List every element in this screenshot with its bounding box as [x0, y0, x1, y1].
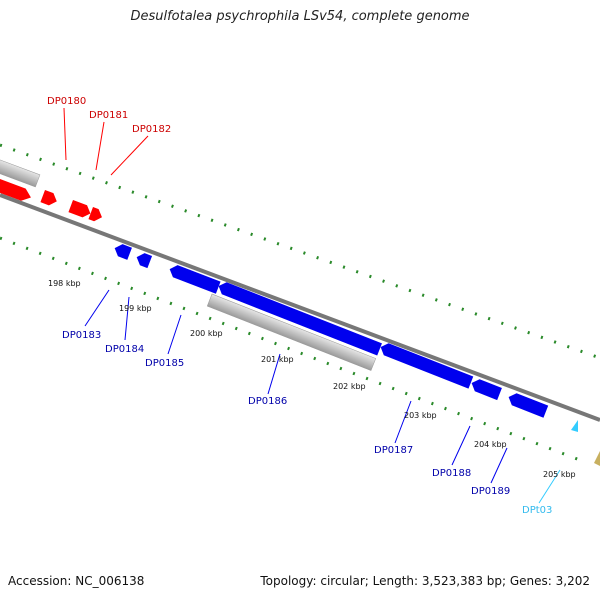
- tick-label-198: 198 kbp: [48, 279, 81, 288]
- reverse-callouts: [84, 289, 508, 484]
- inner-tick-ring: [0, 236, 586, 464]
- map-title: Desulfotalea psychrophila LSv54, complet…: [130, 9, 470, 24]
- reverse-gene-DP0184[interactable]: [134, 251, 153, 269]
- reverse-gene-DP0188[interactable]: [469, 377, 502, 401]
- outer-tick-ring: [0, 143, 600, 360]
- reverse-gene-DP0183[interactable]: [112, 242, 132, 260]
- tick-label-199: 199 kbp: [119, 304, 152, 313]
- tick-label-203: 203 kbp: [404, 411, 437, 420]
- tick-label-202: 202 kbp: [333, 382, 366, 391]
- forward-callouts: [63, 107, 149, 176]
- tick-label-201: 201 kbp: [261, 355, 294, 364]
- accession-text: Accession: NC_006138: [8, 574, 145, 588]
- gene-label-DP0181: DP0181: [89, 110, 128, 121]
- forward-gene-DP0180[interactable]: [0, 176, 33, 204]
- topology-text: Topology: circular; Length: 3,523,383 bp…: [260, 574, 590, 588]
- tick-label-204: 204 kbp: [474, 440, 507, 449]
- edge-feature: [594, 451, 600, 466]
- reverse-gene-DP0186[interactable]: [216, 280, 382, 356]
- forward-gene-DP0182b[interactable]: [88, 207, 104, 223]
- trna-DPt03[interactable]: [571, 420, 578, 432]
- gene-label-DP0183: DP0183: [62, 330, 101, 341]
- gene-label-DP0186: DP0186: [248, 396, 287, 407]
- reverse-gene-DP0187[interactable]: [378, 341, 474, 389]
- gene-label-DP0188: DP0188: [432, 468, 471, 479]
- gene-label-DP0187: DP0187: [374, 445, 413, 456]
- other-feature: [0, 157, 41, 188]
- trna-callout: [538, 469, 561, 504]
- reverse-gene-DP0185[interactable]: [167, 263, 221, 294]
- gene-label-DPt03: DPt03: [522, 505, 552, 516]
- forward-gene-DP0181[interactable]: [40, 190, 59, 207]
- gene-label-DP0185: DP0185: [145, 358, 184, 369]
- other-feature: [206, 293, 377, 371]
- genome-backbone: [0, 193, 600, 422]
- gene-label-DP0189: DP0189: [471, 486, 510, 497]
- gene-label-DP0184: DP0184: [105, 344, 144, 355]
- tick-label-200: 200 kbp: [190, 329, 223, 338]
- reverse-gene-DP0189[interactable]: [506, 391, 549, 418]
- gene-label-DP0182: DP0182: [132, 124, 171, 135]
- gene-label-DP0180: DP0180: [47, 96, 86, 107]
- forward-gene-DP0182[interactable]: [68, 200, 92, 220]
- tick-label-205: 205 kbp: [543, 470, 576, 479]
